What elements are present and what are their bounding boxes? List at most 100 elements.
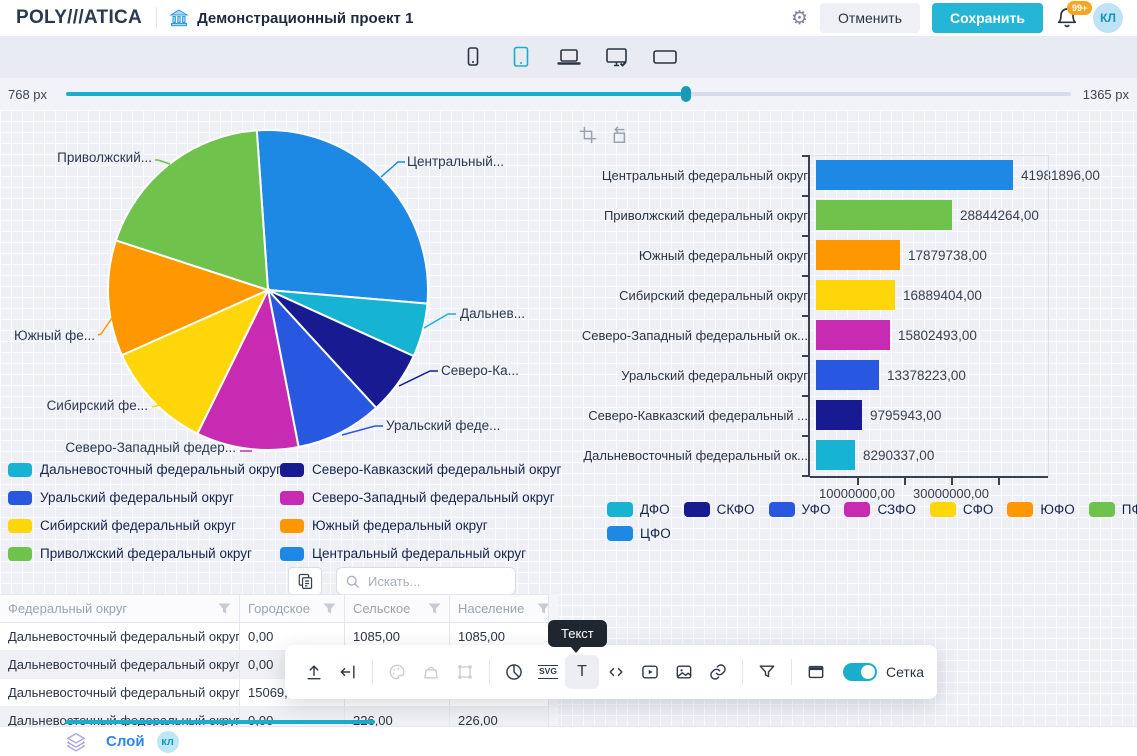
filter-button[interactable] — [750, 655, 784, 689]
bar-legend-item[interactable]: СКФО — [683, 502, 755, 517]
bar[interactable] — [816, 400, 862, 430]
bar[interactable] — [816, 200, 952, 230]
pie-legend-item[interactable]: Северо-Западный федеральный округ — [280, 490, 561, 505]
pie-legend-item[interactable]: Южный федеральный округ — [280, 518, 561, 533]
bank-icon — [169, 8, 189, 28]
bar-legend-item[interactable]: ЮФО — [1007, 502, 1075, 517]
filter-funnel-icon[interactable] — [537, 603, 550, 615]
bar-y-axis-ticks — [802, 155, 808, 477]
add-chart-button[interactable] — [497, 655, 531, 689]
bar[interactable] — [816, 160, 1013, 190]
table-horizontal-scrollbar[interactable] — [65, 720, 375, 724]
designer-canvas[interactable]: Центральный... Дальнев... Северо-Ка... Урал… — [0, 110, 1137, 735]
device-phone-button[interactable] — [457, 42, 489, 72]
cancel-button[interactable]: Отменить — [820, 3, 921, 33]
layers-icon[interactable] — [64, 731, 88, 753]
legend-swatch — [280, 462, 304, 477]
bar-legend-item[interactable]: СЗФО — [844, 502, 916, 517]
pie-legend-item[interactable]: Приволжский федеральный округ — [8, 546, 276, 561]
palette-button[interactable] — [380, 655, 414, 689]
legend-swatch — [1007, 502, 1034, 517]
table-header-cell[interactable]: Городское — [240, 595, 345, 622]
legend-swatch — [607, 502, 633, 517]
filter-funnel-icon[interactable] — [428, 603, 441, 615]
legend-label: Южный федеральный округ — [312, 518, 488, 533]
table-header-cell[interactable]: Федеральный округ — [0, 595, 240, 622]
bar[interactable] — [816, 440, 855, 470]
layer-tab[interactable]: Слой — [106, 733, 145, 750]
bar[interactable] — [816, 240, 900, 270]
table-search[interactable] — [336, 567, 516, 595]
filter-funnel-icon[interactable] — [218, 603, 231, 615]
bar-legend-item[interactable]: ДФО — [607, 502, 670, 517]
bar-row: Северо-Западный федеральный ок... 1580249… — [570, 315, 1130, 355]
search-icon — [346, 575, 359, 588]
width-slider-track[interactable] — [66, 86, 1071, 102]
pie-slice-ЦФО[interactable] — [255, 129, 429, 305]
bar-widget-controls — [578, 125, 628, 145]
pie-callout-label: Сибирский фе... — [47, 398, 148, 413]
bar[interactable] — [816, 280, 895, 310]
bag-button[interactable] — [414, 655, 448, 689]
pie-slice-ЮФО[interactable] — [107, 239, 271, 357]
device-widescreen-button[interactable] — [649, 42, 681, 72]
legend-label: Северо-Кавказский федеральный округ — [312, 462, 562, 477]
grid-toggle[interactable] — [843, 663, 877, 681]
legend-swatch — [683, 502, 710, 517]
pie-callout-label: Центральный... — [407, 154, 504, 169]
crop-icon[interactable] — [578, 125, 598, 145]
legend-swatch — [8, 462, 32, 477]
user-avatar[interactable]: КЛ — [1093, 3, 1123, 33]
pie-legend-item[interactable]: Дальневосточный федеральный округ — [8, 462, 281, 477]
bar-row: Центральный федеральный округ 41981896,00 — [570, 155, 1130, 195]
table-header-cell[interactable]: Сельское — [345, 595, 450, 622]
add-code-button[interactable] — [599, 655, 633, 689]
bar[interactable] — [816, 360, 879, 390]
gear-icon[interactable]: ⚙ — [791, 7, 809, 29]
pie-legend-item[interactable]: Сибирский федеральный округ — [8, 518, 276, 533]
width-slider-handle[interactable] — [681, 86, 692, 102]
bar-area: 13378223,00 — [814, 355, 1130, 395]
filter-funnel-icon[interactable] — [323, 603, 336, 615]
bar-legend-item[interactable]: ПФО — [1088, 502, 1137, 517]
bar-category-label: Центральный федеральный округ — [601, 167, 808, 183]
pie-slice-СФО[interactable] — [120, 287, 271, 435]
device-desktop-check-button[interactable] — [601, 42, 633, 72]
bar[interactable] — [816, 320, 890, 350]
legend-swatch — [8, 546, 32, 561]
legend-label: СЗФО — [877, 502, 916, 517]
transform-button[interactable] — [448, 655, 482, 689]
add-text-button[interactable]: T — [565, 655, 599, 689]
device-size-bar — [0, 36, 1137, 78]
bar-legend-item[interactable]: УФО — [768, 502, 830, 517]
add-link-button[interactable] — [701, 655, 735, 689]
add-video-button[interactable] — [633, 655, 667, 689]
pie-slice-СЗФО[interactable] — [196, 286, 300, 451]
pie-slice-УФО[interactable] — [266, 286, 378, 449]
upload-button[interactable] — [297, 655, 331, 689]
undo-icon[interactable] — [608, 125, 628, 145]
x-axis-tick — [998, 478, 1000, 485]
collapse-left-button[interactable] — [331, 655, 365, 689]
notifications-button[interactable]: 99+ — [1055, 1, 1093, 31]
copy-table-button[interactable] — [288, 567, 322, 595]
project-title: Демонстрационный проект 1 — [197, 9, 414, 27]
bar-legend-item[interactable]: ЦФО — [607, 526, 671, 541]
panel-icon — [808, 665, 824, 679]
device-laptop-button[interactable] — [553, 42, 585, 72]
search-input[interactable] — [366, 572, 480, 590]
column-title: Сельское — [353, 601, 411, 616]
pie-legend-item[interactable]: Центральный федеральный округ — [280, 546, 561, 561]
save-button[interactable]: Сохранить — [932, 3, 1043, 33]
table-row[interactable]: Дальневосточный федеральный округ 0,00 108… — [0, 623, 558, 651]
bar-legend-item[interactable]: СФО — [929, 502, 993, 517]
pie-legend-item[interactable]: Северо-Кавказский федеральный округ — [280, 462, 561, 477]
pie-legend-item[interactable]: Уральский федеральный округ — [8, 490, 276, 505]
add-image-button[interactable] — [667, 655, 701, 689]
bar-area: 8290337,00 — [814, 435, 1130, 475]
add-svg-button[interactable]: SVG — [531, 655, 565, 689]
bar-area: 9795943,00 — [814, 395, 1130, 435]
panel-layout-button[interactable] — [799, 655, 833, 689]
table-header-cell[interactable]: Население — [450, 595, 558, 622]
device-tablet-button[interactable] — [505, 42, 537, 72]
